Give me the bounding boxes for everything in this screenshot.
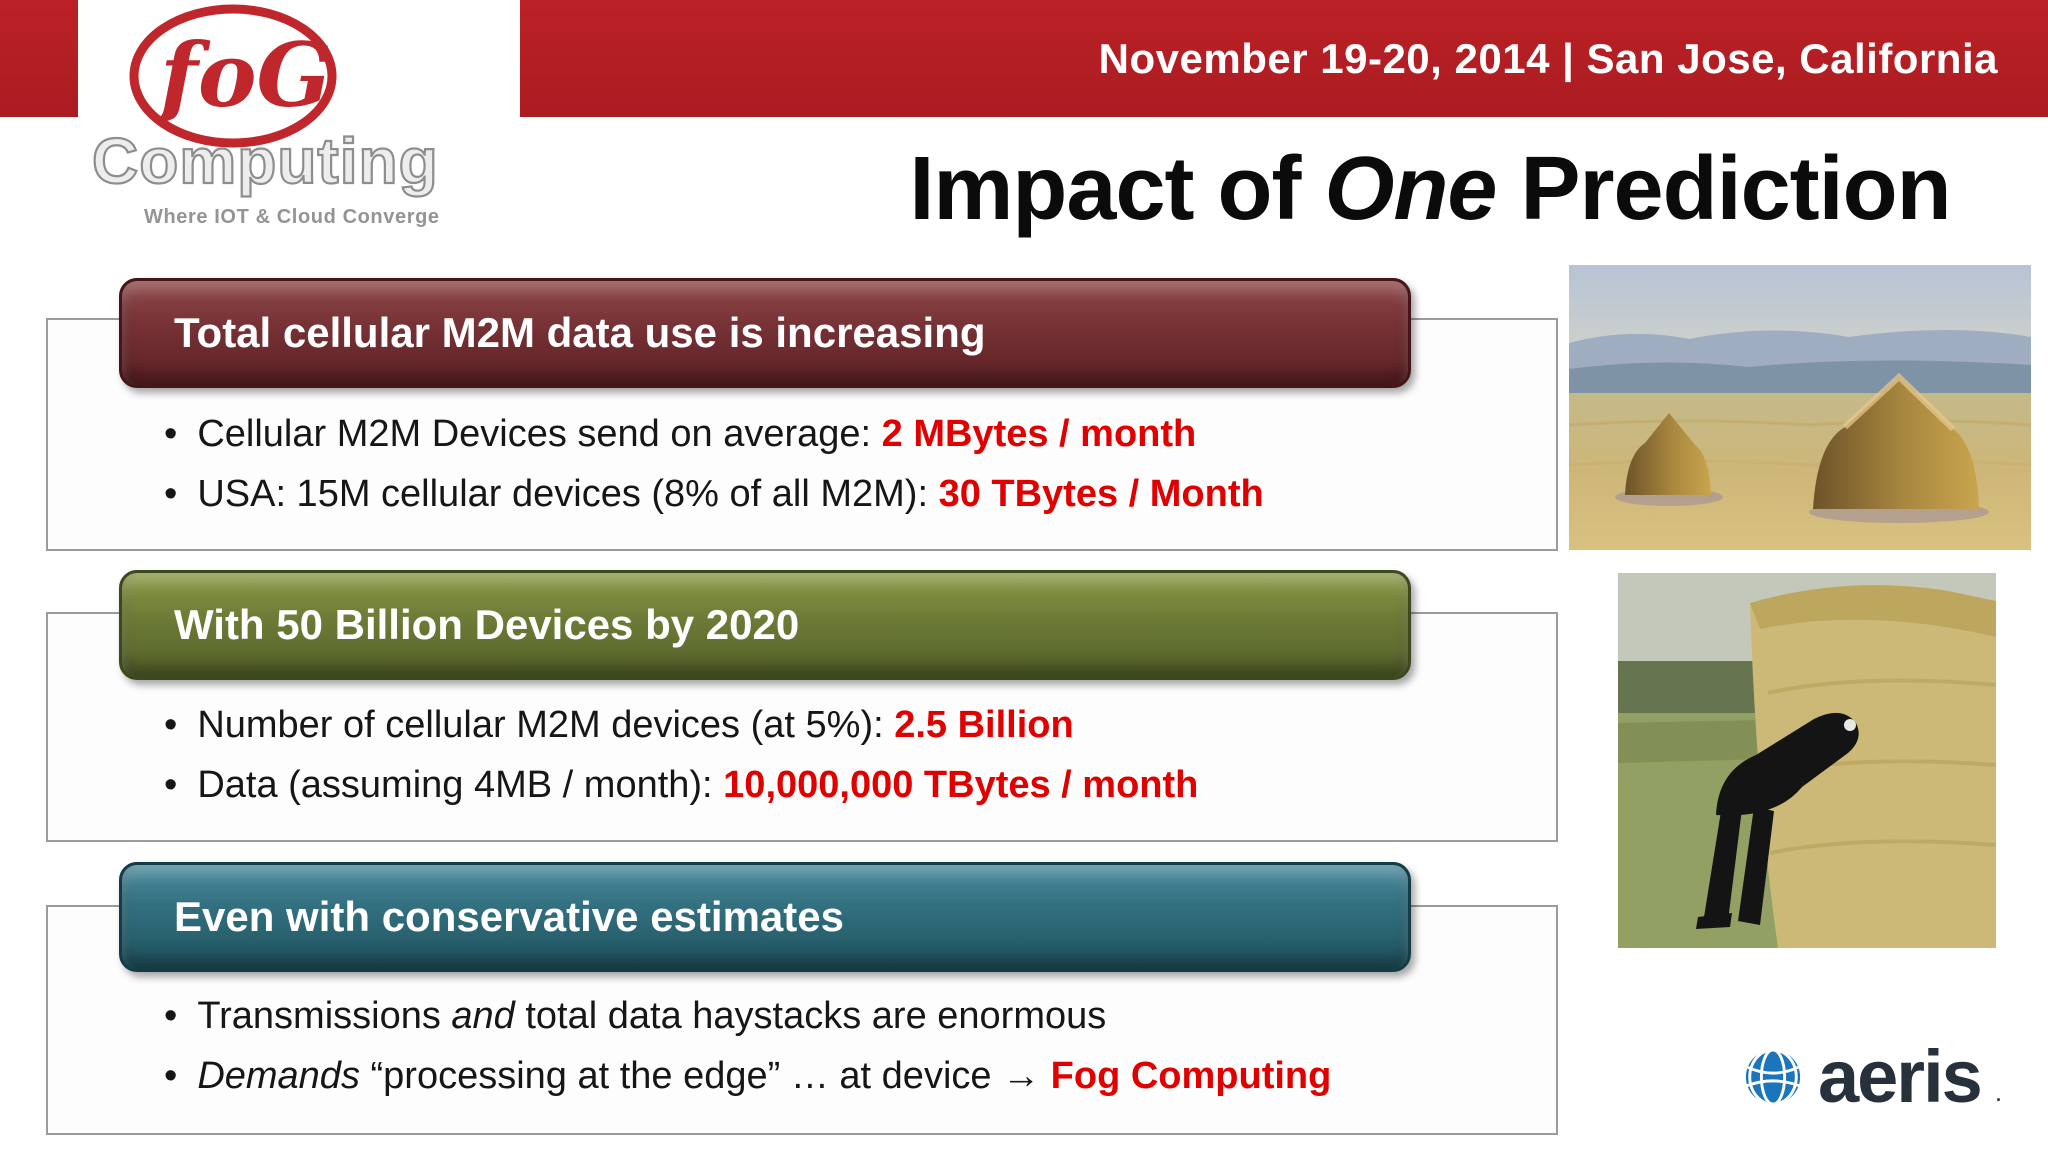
fog-logo-icon: foG <box>129 4 337 148</box>
bullet-item: Number of cellular M2M devices (at 5%): … <box>164 695 1198 755</box>
bullet-text: Transmissions <box>197 995 452 1037</box>
computing-wordmark: Computing <box>91 124 439 198</box>
title-pre: Impact of <box>909 139 1325 239</box>
bullet-text: Number of cellular M2M devices (at 5%): <box>197 704 895 746</box>
bullet-text: Data (assuming 4MB / month): <box>197 764 724 806</box>
bullet-list-1: Cellular M2M Devices send on average: 2 … <box>164 404 1264 524</box>
section-heading-2: With 50 Billion Devices by 2020 <box>119 570 1411 680</box>
bullet-item: Cellular M2M Devices send on average: 2 … <box>164 404 1264 464</box>
arrow-icon: → <box>1002 1055 1051 1097</box>
slide-title: Impact of One Prediction <box>850 138 2010 241</box>
aeris-trademark-dot: . <box>1994 1077 2003 1107</box>
bullet-list-2: Number of cellular M2M devices (at 5%): … <box>164 695 1198 815</box>
bullet-highlight: 2 MBytes / month <box>881 413 1197 455</box>
bullet-text: USA: 15M cellular devices (8% of all M2M… <box>197 473 939 515</box>
bullet-italic: Demands <box>197 1055 360 1097</box>
bullet-italic: and <box>451 995 515 1037</box>
logo-tagline: Where IOT & Cloud Converge <box>144 206 440 228</box>
fog-wordmark: foG <box>154 23 332 127</box>
bullet-item: Data (assuming 4MB / month): 10,000,000 … <box>164 755 1198 815</box>
bullet-list-3: Transmissions and total data haystacks a… <box>164 986 1331 1106</box>
bullet-item: Demands “processing at the edge” … at de… <box>164 1046 1331 1106</box>
bullet-item: Transmissions and total data haystacks a… <box>164 986 1331 1046</box>
aeris-logo: aeris . <box>1742 1035 2003 1118</box>
section-heading-3: Even with conservative estimates <box>119 862 1411 972</box>
haystacks-painting-image <box>1569 265 2031 550</box>
man-in-haystack-photo <box>1618 573 1996 948</box>
title-emphasis: One <box>1324 139 1497 239</box>
bullet-item: USA: 15M cellular devices (8% of all M2M… <box>164 464 1264 524</box>
bullet-text: “processing at the edge” … at device <box>359 1055 1003 1097</box>
bullet-highlight: 10,000,000 TBytes / month <box>723 764 1199 806</box>
fog-computing-logo: foG Computing Where IOT & Cloud Converge <box>78 0 520 252</box>
man-figure <box>1696 712 1859 929</box>
bullet-highlight: 30 TBytes / Month <box>938 473 1264 515</box>
aeris-wordmark: aeris <box>1818 1035 1983 1118</box>
conference-date-location: November 19-20, 2014 | San Jose, Califor… <box>1098 34 1998 82</box>
bullet-text: Cellular M2M Devices send on average: <box>197 413 882 455</box>
bullet-highlight: 2.5 Billion <box>894 704 1074 746</box>
section-heading-1: Total cellular M2M data use is increasin… <box>119 278 1411 388</box>
globe-icon <box>1745 1048 1801 1106</box>
bullet-highlight: Fog Computing <box>1050 1055 1332 1097</box>
bullet-text: total data haystacks are enormous <box>514 995 1107 1037</box>
title-post: Prediction <box>1496 139 1952 239</box>
